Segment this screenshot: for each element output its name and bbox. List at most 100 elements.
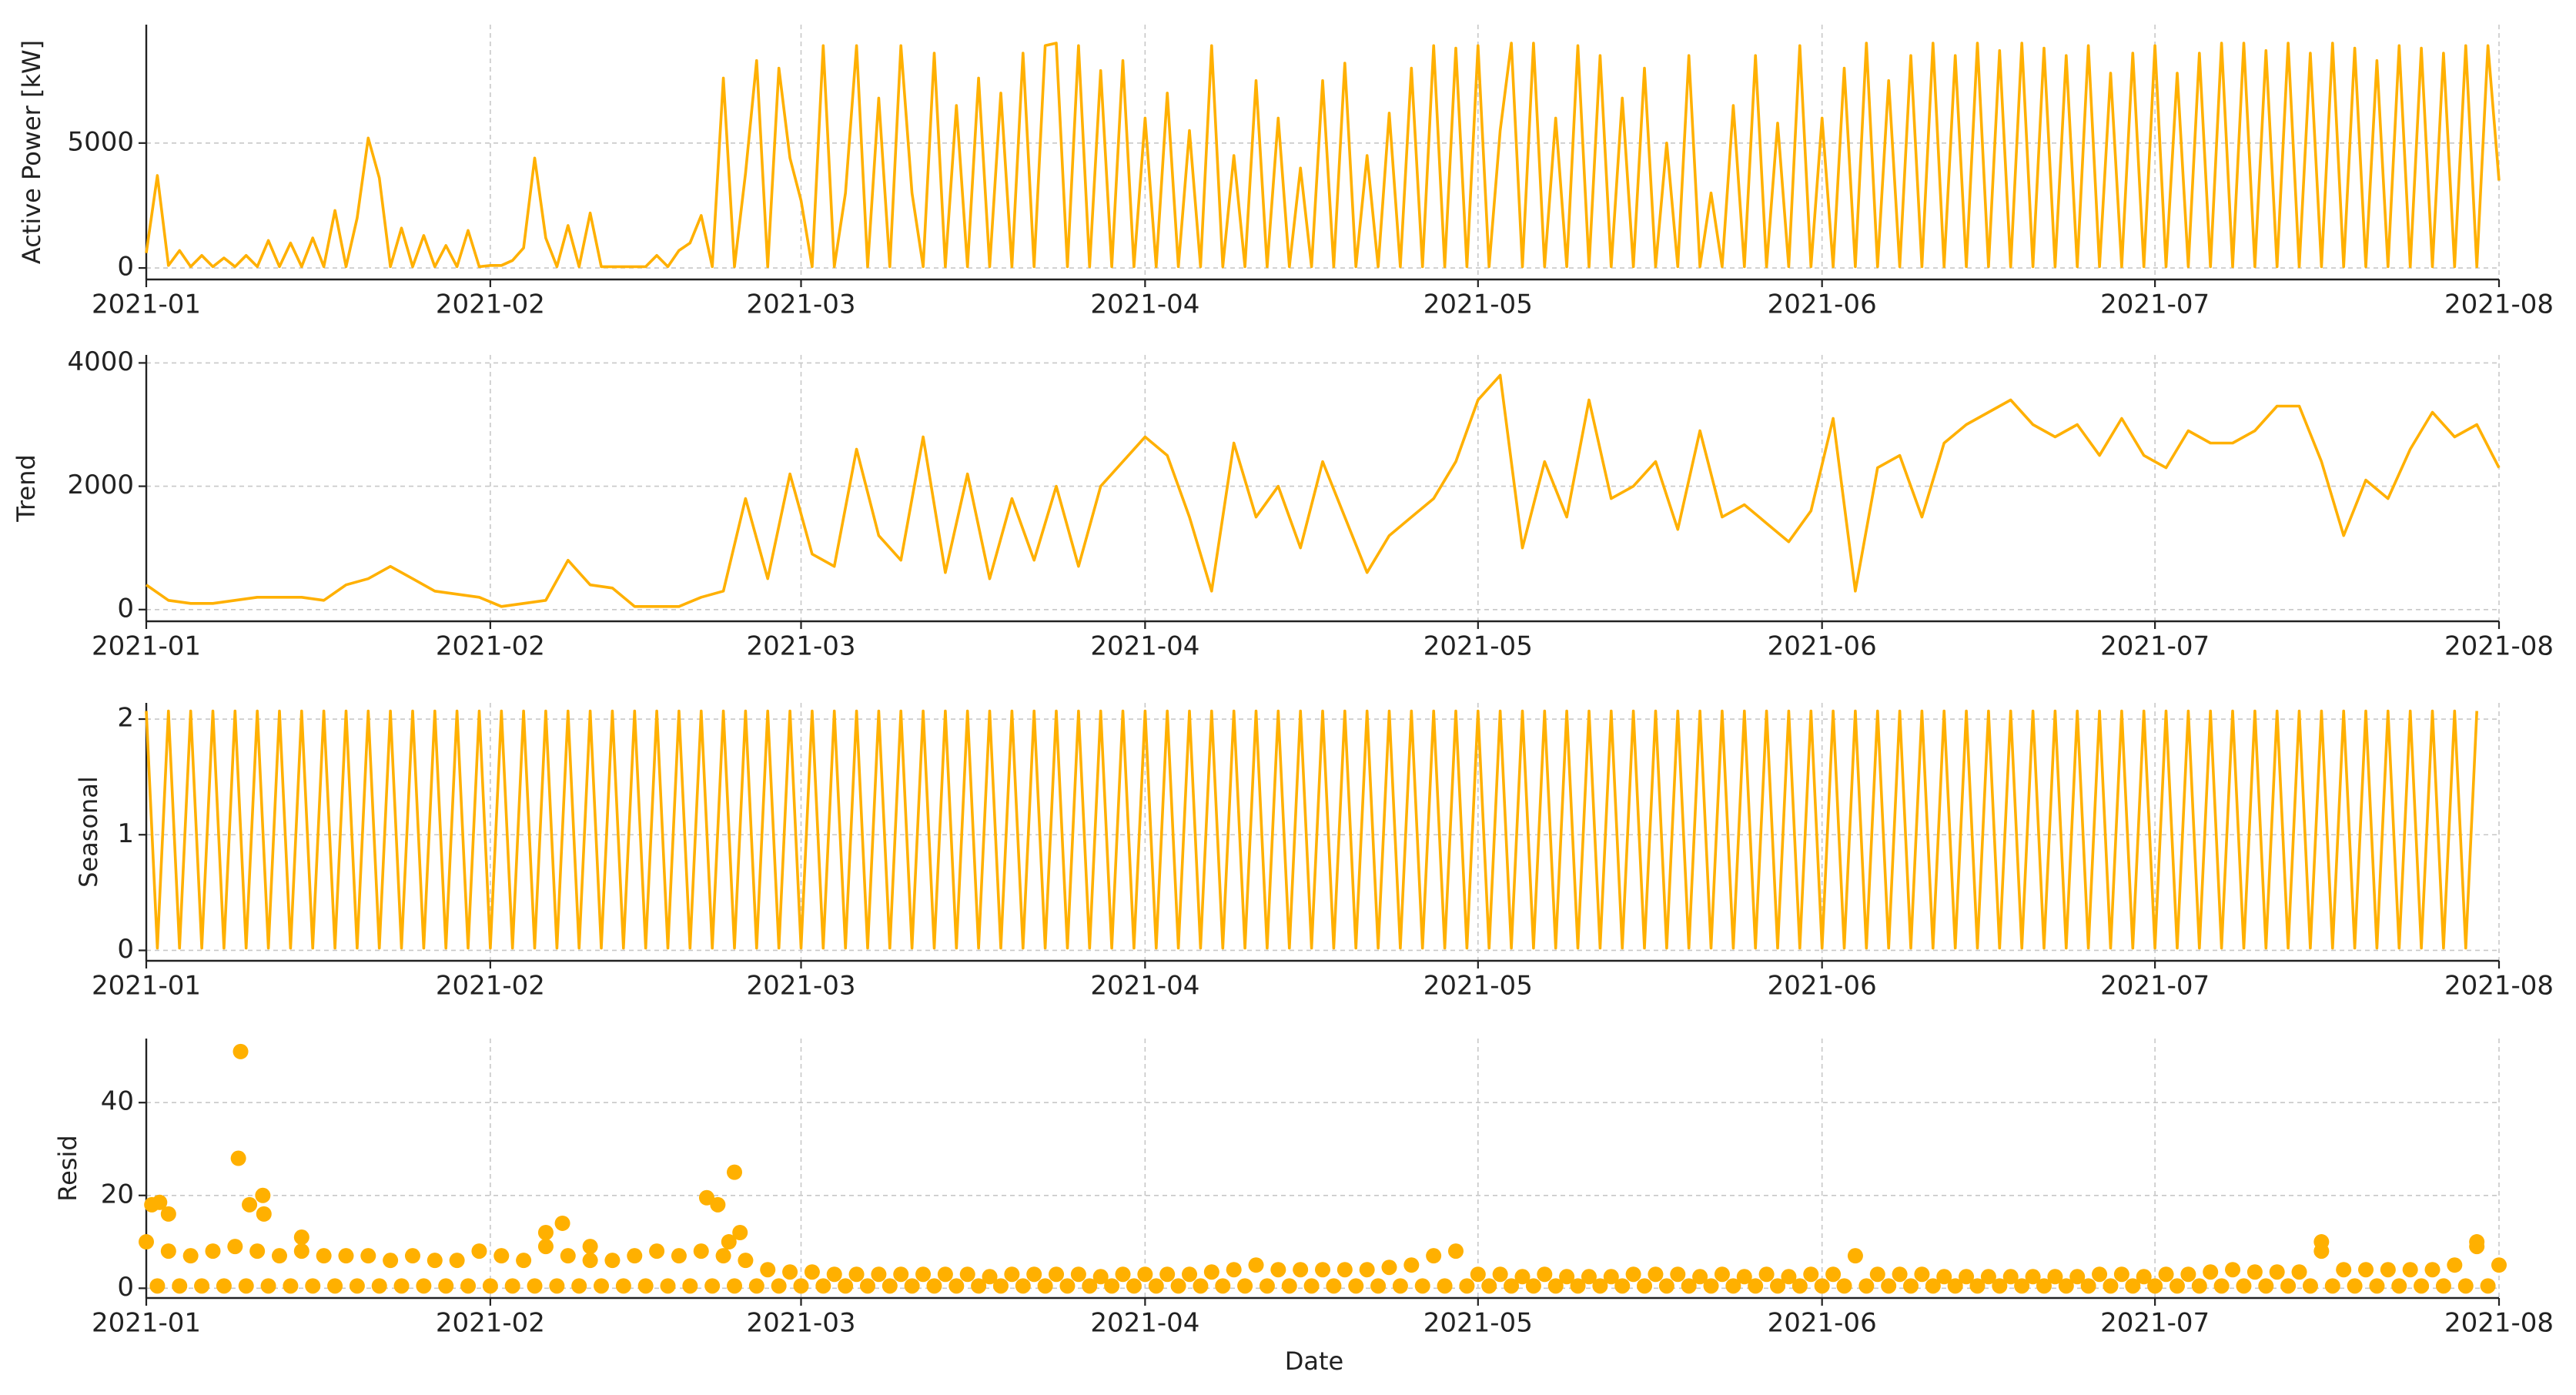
point [305,1278,321,1294]
point [571,1278,587,1294]
point [2002,1269,2019,1285]
point [527,1278,543,1294]
x-tick-label: 2021-05 [1423,289,1533,320]
point [2058,1278,2074,1294]
x-tick-label: 2021-01 [92,971,201,1002]
point [493,1248,510,1264]
point [926,1278,942,1294]
point [1570,1278,1586,1294]
point [627,1248,643,1264]
point [971,1278,987,1294]
point [416,1278,432,1294]
point [1270,1262,1286,1278]
point [242,1196,258,1213]
point [2136,1269,2152,1285]
x-tick-label: 2021-04 [1090,971,1199,1002]
point [160,1243,176,1260]
point [1791,1278,1808,1294]
point [1315,1262,1330,1278]
point [1581,1269,1597,1285]
x-tick-label: 2021-01 [92,631,201,662]
point [1637,1278,1653,1294]
point [2147,1278,2163,1294]
x-tick-label: 2021-02 [436,289,545,320]
point [160,1206,176,1222]
point [893,1266,909,1283]
x-tick-label: 2021-02 [436,1308,545,1339]
point [338,1248,354,1264]
point [149,1278,166,1294]
point [1437,1278,1453,1294]
point [1015,1278,1031,1294]
point [471,1243,487,1260]
point [882,1278,898,1294]
x-tick-label: 2021-07 [2100,631,2210,662]
point [1137,1266,1153,1283]
point [1714,1266,1730,1283]
x-tick-label: 2021-08 [2444,971,2554,1002]
point [1447,1243,1464,1260]
point [227,1239,243,1255]
point [293,1243,309,1260]
point [1725,1278,1741,1294]
point [2225,1262,2241,1278]
x-tick-label: 2021-03 [746,289,855,320]
point [1903,1278,1919,1294]
point [2491,1257,2507,1273]
point [637,1278,654,1294]
point [182,1248,199,1264]
point [230,1150,246,1166]
point [1825,1266,1842,1283]
x-tick-label: 2021-03 [746,1308,855,1339]
point [2025,1269,2041,1285]
x-tick-label: 2021-07 [2100,289,2210,320]
point [172,1278,188,1294]
point [255,1187,271,1203]
point [1703,1278,1719,1294]
point [283,1278,299,1294]
point [1869,1266,1885,1283]
point [1004,1266,1020,1283]
point [2313,1234,2330,1250]
x-tick-label: 2021-08 [2444,289,2554,320]
point [671,1248,687,1264]
point [871,1266,887,1283]
point [2402,1262,2418,1278]
point [2336,1262,2352,1278]
point [826,1266,842,1283]
point [848,1266,865,1283]
y-tick-label: 2000 [67,470,134,500]
y-axis-label: Trend [12,454,41,523]
point [748,1278,764,1294]
point [904,1278,920,1294]
point [1215,1278,1231,1294]
x-tick-label: 2021-08 [2444,631,2554,662]
point [438,1278,454,1294]
x-tick-label: 2021-05 [1423,971,1533,1002]
point [1259,1278,1275,1294]
point [1148,1278,1164,1294]
point [233,1043,249,1059]
x-tick-label: 2021-07 [2100,1308,2210,1339]
point [2080,1278,2096,1294]
point [771,1278,787,1294]
x-tick-label: 2021-05 [1423,1308,1533,1339]
point [715,1248,731,1264]
point [2246,1264,2263,1280]
point [1670,1266,1686,1283]
point [393,1278,410,1294]
y-tick-label: 40 [101,1086,134,1117]
point [1847,1248,1863,1264]
point [1892,1266,1908,1283]
x-tick-label: 2021-03 [746,971,855,1002]
point [1969,1278,1986,1294]
point [1326,1278,1342,1294]
point [604,1253,621,1269]
x-tick-label: 2021-06 [1768,971,1877,1002]
point [1037,1278,1053,1294]
point [139,1234,154,1250]
point [1370,1278,1387,1294]
point [1547,1278,1564,1294]
point [2180,1266,2196,1283]
point [2457,1278,2474,1294]
